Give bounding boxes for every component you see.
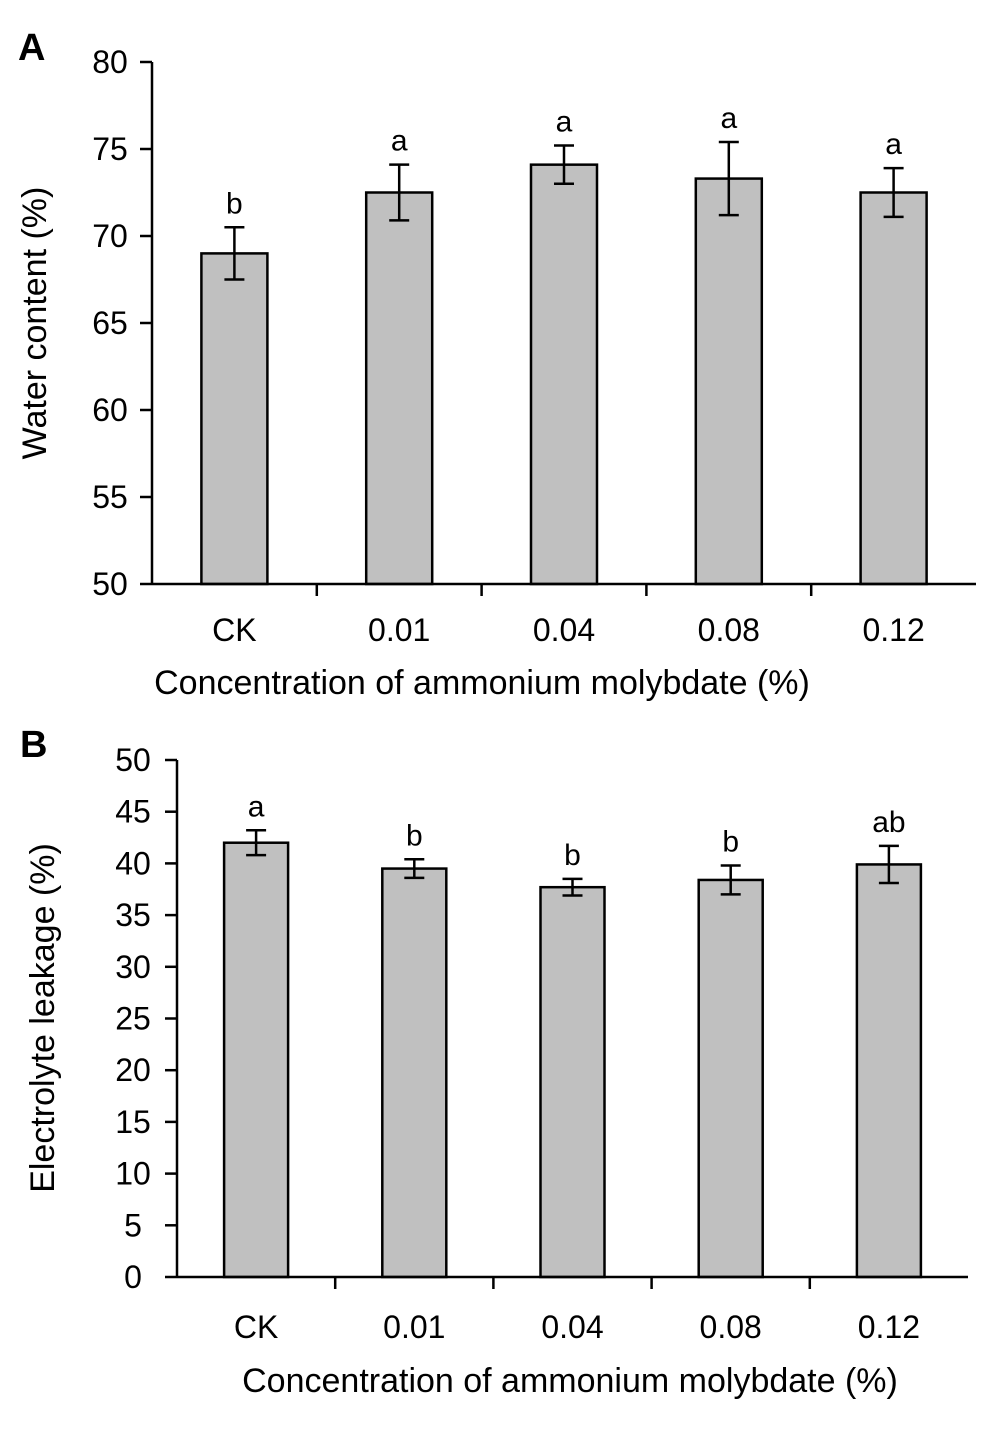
x-tick-label: 0.01 — [383, 1309, 445, 1345]
bar — [539, 885, 606, 1279]
significance-label: b — [722, 825, 739, 858]
significance-label: ab — [872, 806, 905, 839]
y-tick-label: 25 — [115, 1001, 151, 1037]
y-axis-title-a: Water content (%) — [16, 187, 54, 460]
x-tick-label: 0.12 — [858, 1309, 920, 1345]
x-tick-label: 0.01 — [368, 612, 430, 648]
y-tick-label: 80 — [92, 44, 128, 80]
bar — [855, 863, 923, 1279]
panel-label-b: B — [20, 724, 47, 766]
significance-label: a — [556, 106, 573, 139]
significance-label: a — [248, 790, 265, 823]
significance-label: b — [226, 187, 243, 220]
y-tick-label: 70 — [92, 218, 128, 254]
bar — [200, 252, 269, 586]
panel-a: A Concentration of ammonium molybdate (%… — [16, 27, 976, 702]
significance-label: b — [564, 839, 581, 872]
y-tick-label: 30 — [115, 949, 151, 985]
y-tick-label: 50 — [92, 566, 128, 602]
bar — [694, 177, 764, 586]
significance-label: b — [406, 819, 423, 852]
panel-label-a: A — [18, 27, 45, 69]
bar — [364, 191, 434, 586]
bar — [529, 163, 599, 586]
x-tick-label: 0.12 — [862, 612, 924, 648]
y-tick-label: 5 — [124, 1207, 142, 1243]
significance-label: a — [720, 102, 737, 135]
x-tick-label: CK — [212, 612, 256, 648]
plot-area-a: b CK a 0.01 a 0.04 a 0.08 a 0.12 50 55 60 65 70 75 80 — [92, 44, 976, 648]
bar — [381, 867, 448, 1279]
x-tick-label: 0.04 — [541, 1309, 603, 1345]
x-tick-label: CK — [234, 1309, 278, 1345]
y-tick-label: 55 — [92, 479, 128, 515]
panel-b: B Concentration of ammonium molybdate (%… — [20, 724, 968, 1400]
y-tick-label: 50 — [115, 742, 151, 778]
y-axis-title-b: Electrolyte leakage (%) — [24, 843, 62, 1193]
plot-area-b: a CK b 0.01 b 0.04 b 0.08 ab 0.12 0 5 10 15 20 25 30 35 40… — [115, 742, 968, 1345]
bar — [222, 841, 290, 1279]
bar — [697, 878, 764, 1279]
x-tick-label: 0.08 — [700, 1309, 762, 1345]
y-tick-label: 10 — [115, 1156, 151, 1192]
x-tick-label: 0.04 — [533, 612, 595, 648]
x-axis-title-a: Concentration of ammonium molybdate (%) — [154, 664, 810, 702]
y-tick-label: 0 — [124, 1259, 142, 1295]
y-tick-label: 35 — [115, 897, 151, 933]
x-axis-title-b: Concentration of ammonium molybdate (%) — [242, 1362, 898, 1400]
y-tick-label: 75 — [92, 131, 128, 167]
significance-label: a — [391, 125, 408, 158]
significance-label: a — [885, 128, 902, 161]
y-tick-label: 60 — [92, 392, 128, 428]
y-tick-label: 15 — [115, 1104, 151, 1140]
y-tick-label: 65 — [92, 305, 128, 341]
bar — [859, 191, 928, 586]
y-tick-label: 40 — [115, 845, 151, 881]
x-tick-label: 0.08 — [698, 612, 760, 648]
y-tick-label: 45 — [115, 794, 151, 830]
y-tick-label: 20 — [115, 1052, 151, 1088]
